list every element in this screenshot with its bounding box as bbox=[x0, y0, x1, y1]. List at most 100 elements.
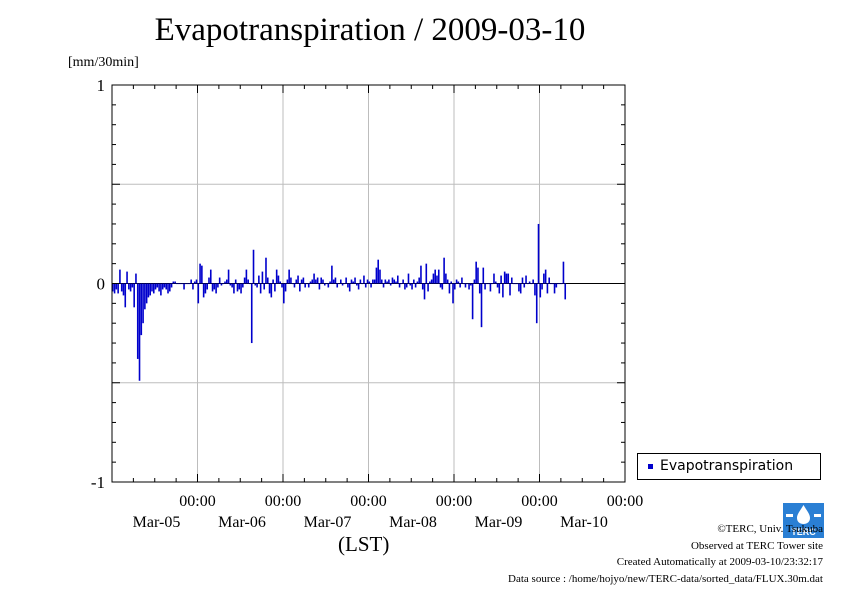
data-bar bbox=[500, 275, 502, 284]
data-bar bbox=[133, 283, 135, 308]
data-bar bbox=[407, 273, 410, 284]
data-bar bbox=[382, 283, 385, 288]
data-bar bbox=[345, 277, 347, 284]
data-bar bbox=[163, 283, 166, 288]
data-bar bbox=[393, 279, 396, 284]
data-bar bbox=[473, 279, 476, 284]
data-bar bbox=[421, 283, 424, 290]
logo-text: TERC bbox=[791, 527, 816, 537]
x-tick-label-date: Mar-10 bbox=[560, 514, 608, 531]
data-bar bbox=[222, 283, 225, 285]
data-bar bbox=[437, 269, 440, 284]
credits-block: ©TERC, Univ. Tsukuba Observed at TERC To… bbox=[508, 521, 823, 587]
x-tick-labels: 00:00Mar-0500:00Mar-0600:00Mar-0700:00Ma… bbox=[133, 493, 644, 531]
data-bar bbox=[168, 283, 171, 292]
data-bar bbox=[402, 279, 404, 284]
data-bar bbox=[188, 283, 191, 285]
data-bar bbox=[165, 283, 168, 290]
data-bar bbox=[325, 283, 328, 285]
y-tick-label: -1 bbox=[91, 473, 105, 492]
data-bar bbox=[487, 283, 490, 285]
data-bar bbox=[368, 281, 371, 284]
data-bar bbox=[480, 283, 483, 328]
data-bar bbox=[409, 283, 412, 286]
y-axis-unit-label: [mm/30min] bbox=[68, 55, 139, 70]
data-bar bbox=[304, 283, 306, 288]
data-bar bbox=[510, 277, 513, 284]
data-bar bbox=[300, 279, 303, 284]
data-bar bbox=[411, 283, 413, 290]
data-bar bbox=[405, 283, 408, 288]
data-bar bbox=[286, 279, 289, 284]
data-bar bbox=[243, 277, 246, 284]
data-bar bbox=[282, 283, 285, 304]
data-bar bbox=[181, 283, 184, 285]
data-bar bbox=[213, 283, 216, 290]
data-bar bbox=[338, 283, 340, 285]
x-tick-label-time: 00:00 bbox=[521, 493, 557, 510]
data-bar bbox=[423, 283, 426, 300]
data-bar bbox=[535, 283, 538, 324]
data-bar bbox=[507, 273, 510, 284]
data-bar bbox=[468, 283, 470, 290]
data-series-evapotranspiration bbox=[112, 223, 567, 381]
data-bar bbox=[425, 263, 428, 284]
data-bar bbox=[206, 283, 209, 290]
data-bar bbox=[275, 269, 278, 284]
data-bar bbox=[514, 283, 517, 285]
data-bar bbox=[245, 269, 248, 284]
data-bar bbox=[225, 279, 228, 284]
data-bar bbox=[147, 283, 150, 298]
data-bar bbox=[553, 283, 556, 294]
legend-label: Evapotranspiration bbox=[660, 458, 794, 474]
data-bar bbox=[359, 279, 362, 284]
data-bar bbox=[519, 283, 522, 294]
data-bar bbox=[395, 281, 397, 284]
data-bar bbox=[172, 281, 175, 284]
data-bar bbox=[199, 263, 201, 284]
data-bar bbox=[259, 283, 262, 294]
data-bar bbox=[443, 257, 445, 284]
data-bar bbox=[242, 283, 244, 288]
data-bar bbox=[209, 269, 212, 284]
data-bar bbox=[215, 283, 217, 294]
data-bar bbox=[503, 271, 506, 284]
data-bar bbox=[560, 283, 563, 285]
data-bar bbox=[170, 283, 173, 288]
data-bar bbox=[142, 283, 144, 324]
data-bar bbox=[211, 283, 214, 292]
x-tick-label-date: Mar-08 bbox=[389, 514, 437, 531]
data-bar bbox=[316, 277, 319, 284]
data-bar bbox=[135, 273, 137, 284]
data-bar bbox=[249, 283, 251, 285]
data-bar bbox=[389, 283, 392, 286]
data-bar bbox=[167, 283, 169, 294]
data-bar bbox=[541, 283, 543, 290]
data-bar bbox=[388, 279, 390, 284]
data-bar bbox=[528, 281, 531, 284]
data-bar bbox=[363, 275, 365, 284]
data-bar bbox=[457, 281, 460, 284]
data-bar bbox=[461, 277, 463, 284]
data-bar bbox=[192, 283, 194, 290]
data-bar bbox=[377, 259, 380, 284]
data-bar bbox=[523, 283, 526, 288]
data-bar bbox=[293, 283, 296, 288]
data-bar bbox=[323, 283, 326, 286]
data-bar bbox=[348, 283, 351, 292]
data-bar bbox=[151, 283, 153, 292]
data-bar bbox=[160, 283, 162, 296]
data-bar bbox=[220, 283, 223, 286]
data-bar bbox=[548, 277, 550, 284]
data-bar bbox=[131, 283, 134, 288]
data-bar bbox=[445, 273, 447, 284]
x-tick-label-time: 00:00 bbox=[265, 493, 301, 510]
data-bar bbox=[307, 283, 310, 288]
x-tick-label-date: Mar-07 bbox=[304, 514, 352, 531]
data-bar bbox=[564, 283, 567, 300]
data-bar bbox=[373, 279, 376, 284]
data-bar bbox=[420, 265, 422, 284]
data-bar bbox=[416, 281, 419, 284]
data-bar bbox=[459, 283, 461, 288]
